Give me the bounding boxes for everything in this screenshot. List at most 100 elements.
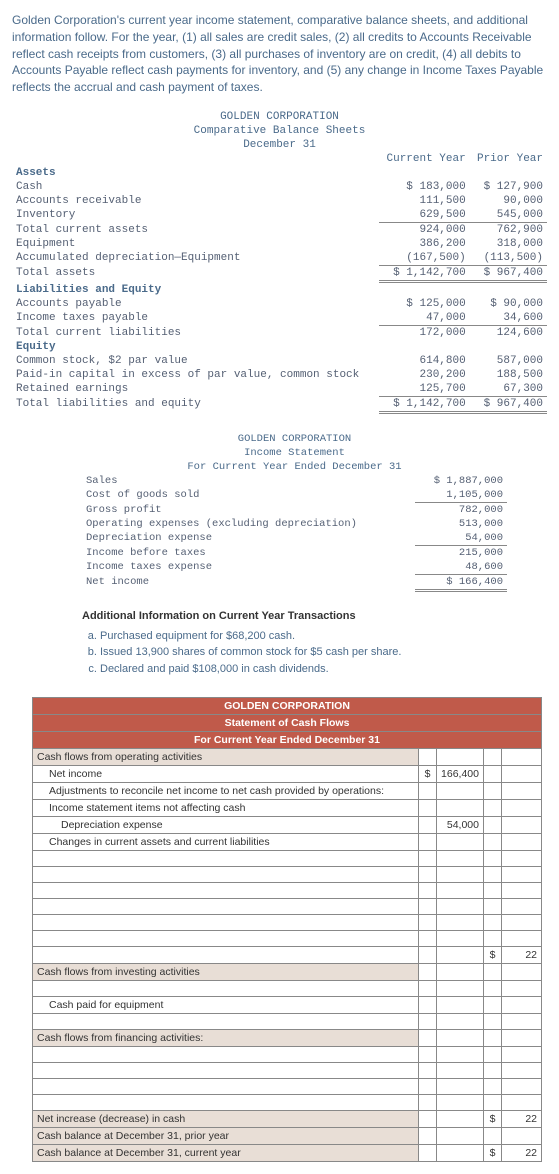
bs-row-cy: $ 1,142,700 <box>379 265 470 281</box>
bs-row-cy: 386,200 <box>379 237 470 251</box>
bs-date: December 31 <box>12 138 547 152</box>
assets-heading: Assets <box>12 166 547 180</box>
is-row-val: $ 166,400 <box>415 574 507 590</box>
cf-inv-title: Cash flows from investing activities <box>33 964 419 981</box>
cf-blank-row[interactable] <box>33 851 419 867</box>
bs-row-label: Cash <box>12 180 379 194</box>
cf-op-total-sym[interactable]: $ <box>484 947 502 964</box>
bs-row-py: 188,500 <box>470 368 547 382</box>
bs-title: Comparative Balance Sheets <box>12 124 547 138</box>
cf-blank-row[interactable] <box>33 883 419 899</box>
bs-row-cy: $ 183,000 <box>379 180 470 194</box>
cf-adj-label: Adjustments to reconcile net income to n… <box>33 783 419 800</box>
cf-net-change-val[interactable]: 22 <box>502 1111 542 1128</box>
cf-net-income-val[interactable]: 166,400 <box>437 766 484 783</box>
cf-net-income-label: Net income <box>33 766 419 783</box>
bs-row-label: Income taxes payable <box>12 311 379 326</box>
bs-row-cy: $ 1,142,700 <box>379 396 470 412</box>
cf-blank-row[interactable] <box>33 1047 419 1063</box>
cf-op-title: Cash flows from operating activities <box>33 749 419 766</box>
cf-curr-bal-sym[interactable]: $ <box>484 1145 502 1162</box>
bs-row-py: 318,000 <box>470 237 547 251</box>
cf-blank-row[interactable] <box>33 915 419 931</box>
is-period: For Current Year Ended December 31 <box>82 460 507 474</box>
col-current-year: Current Year <box>379 152 470 166</box>
cf-fin-title: Cash flows from financing activities: <box>33 1030 419 1047</box>
cf-blank-row[interactable] <box>33 931 419 947</box>
bs-row-label: Common stock, $2 par value <box>12 354 379 368</box>
is-row-val: $ 1,887,000 <box>415 474 507 488</box>
is-title: Income Statement <box>82 446 507 460</box>
bs-row-py: 34,600 <box>470 311 547 326</box>
is-row-label: Cost of goods sold <box>82 488 415 503</box>
bs-row-label: Accumulated depreciation—Equipment <box>12 251 379 266</box>
cf-cash-paid-equip: Cash paid for equipment <box>33 997 419 1014</box>
is-row-val: 215,000 <box>415 545 507 560</box>
bs-row-py: 124,600 <box>470 325 547 340</box>
cf-op-total-val[interactable]: 22 <box>502 947 542 964</box>
cf-blank-row[interactable] <box>33 981 419 997</box>
bs-row-label: Inventory <box>12 208 379 223</box>
cf-blank-row[interactable] <box>33 947 419 964</box>
bs-row-label: Retained earnings <box>12 382 379 397</box>
bs-row-py: 587,000 <box>470 354 547 368</box>
bs-row-cy: 125,700 <box>379 382 470 397</box>
income-statement-table: GOLDEN CORPORATION Income Statement For … <box>82 432 507 592</box>
bs-row-py: 67,300 <box>470 382 547 397</box>
cf-blank-row[interactable] <box>33 1095 419 1111</box>
is-row-val: 1,105,000 <box>415 488 507 503</box>
bs-row-cy: 172,000 <box>379 325 470 340</box>
cf-changes-label: Changes in current assets and current li… <box>33 834 419 851</box>
cf-items-not-label: Income statement items not affecting cas… <box>33 800 419 817</box>
bs-row-cy: 924,000 <box>379 222 470 237</box>
bs-row-label: Equipment <box>12 237 379 251</box>
balance-sheet-table: GOLDEN CORPORATION Comparative Balance S… <box>12 110 547 414</box>
cf-blank-row[interactable] <box>33 867 419 883</box>
cf-blank-row[interactable] <box>33 1079 419 1095</box>
bs-row-label: Total liabilities and equity <box>12 396 379 412</box>
is-row-label: Depreciation expense <box>82 531 415 546</box>
bs-row-label: Total current assets <box>12 222 379 237</box>
is-row-val: 48,600 <box>415 560 507 575</box>
cash-flow-table: GOLDEN CORPORATION Statement of Cash Flo… <box>32 697 542 1162</box>
cf-dep-label: Depreciation expense <box>33 817 419 834</box>
liab-heading: Liabilities and Equity <box>12 281 547 297</box>
cf-net-income-sym[interactable]: $ <box>419 766 437 783</box>
bs-company: GOLDEN CORPORATION <box>12 110 547 124</box>
cf-dep-val[interactable]: 54,000 <box>437 817 484 834</box>
cf-curr-bal-val[interactable]: 22 <box>502 1145 542 1162</box>
is-row-label: Sales <box>82 474 415 488</box>
is-row-label: Gross profit <box>82 502 415 517</box>
cf-blank-row[interactable] <box>33 899 419 915</box>
bs-row-cy: 614,800 <box>379 354 470 368</box>
bs-row-label: Total current liabilities <box>12 325 379 340</box>
bs-row-cy: $ 125,000 <box>379 297 470 311</box>
is-row-label: Net income <box>82 574 415 590</box>
bs-row-label: Total assets <box>12 265 379 281</box>
bs-row-cy: 230,200 <box>379 368 470 382</box>
is-row-label: Income before taxes <box>82 545 415 560</box>
is-row-label: Operating expenses (excluding depreciati… <box>82 517 415 531</box>
col-prior-year: Prior Year <box>470 152 547 166</box>
additional-info-item: Issued 13,900 shares of common stock for… <box>100 644 507 661</box>
bs-row-py: $ 90,000 <box>470 297 547 311</box>
bs-row-cy: 629,500 <box>379 208 470 223</box>
additional-info-title: Additional Information on Current Year T… <box>82 610 507 622</box>
cf-net-change-sym[interactable]: $ <box>484 1111 502 1128</box>
cf-blank-row[interactable] <box>33 1014 419 1030</box>
is-row-val: 513,000 <box>415 517 507 531</box>
bs-row-py: $ 967,400 <box>470 396 547 412</box>
bs-row-label: Accounts receivable <box>12 194 379 208</box>
is-row-val: 782,000 <box>415 502 507 517</box>
cf-blank-row[interactable] <box>33 1063 419 1079</box>
bs-row-cy: 47,000 <box>379 311 470 326</box>
bs-row-py: 762,900 <box>470 222 547 237</box>
cf-net-change-label: Net increase (decrease) in cash <box>33 1111 419 1128</box>
cf-prior-bal-label: Cash balance at December 31, prior year <box>33 1128 419 1145</box>
additional-info-item: Declared and paid $108,000 in cash divid… <box>100 661 507 678</box>
bs-row-py: 90,000 <box>470 194 547 208</box>
bs-row-label: Accounts payable <box>12 297 379 311</box>
is-row-val: 54,000 <box>415 531 507 546</box>
additional-info-item: Purchased equipment for $68,200 cash. <box>100 628 507 645</box>
additional-info: Additional Information on Current Year T… <box>82 610 507 678</box>
